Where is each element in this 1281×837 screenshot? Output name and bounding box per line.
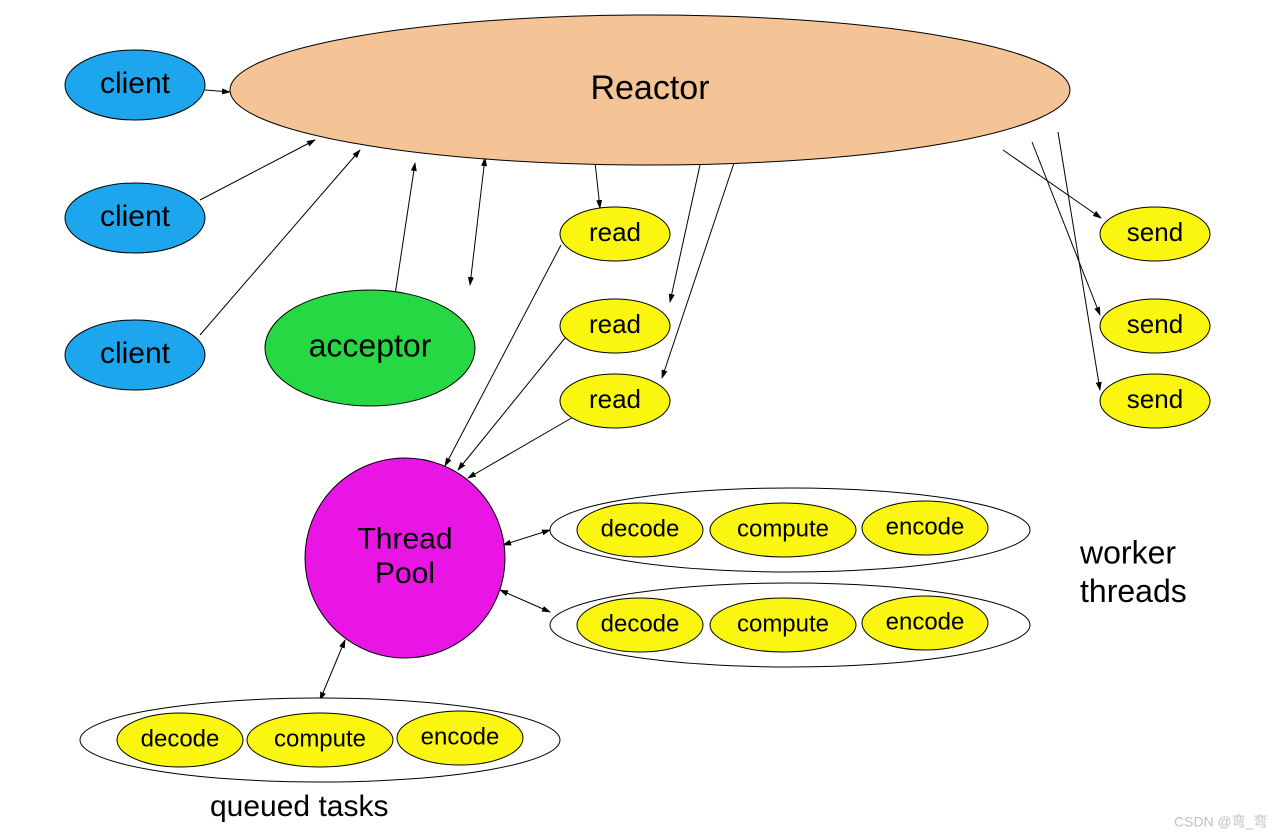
edge-4 [470,158,485,285]
edge-0 [205,90,230,92]
node-encode1: encode [862,501,988,555]
label-threadpool: Pool [375,557,435,590]
label-client2: client [100,200,171,233]
node-compute3: compute [247,713,393,767]
label-decode2: decode [601,610,680,637]
node-threadpool: ThreadPool [305,458,505,658]
node-compute2: compute [710,598,856,652]
label-reactor: Reactor [590,69,709,107]
node-decode3: decode [117,713,243,767]
reactor-diagram: Reactor client client client acceptor read rea… [0,0,1281,837]
label-encode1: encode [886,513,965,540]
node-reactor: Reactor [230,15,1070,165]
freelabel-queuedtasks: queued tasks [210,790,388,823]
node-read1: read [560,207,670,261]
label-compute2: compute [737,610,829,637]
label-encode3: encode [421,723,500,750]
edge-10 [1058,132,1100,390]
edge-7 [662,160,735,378]
edge-12 [458,338,565,470]
node-client2: client [65,183,205,253]
node-client1: client [65,50,205,120]
node-read3: read [560,374,670,428]
node-send2: send [1100,299,1210,353]
label-acceptor: acceptor [309,327,432,363]
label-send2: send [1127,309,1183,339]
nodes-layer: Reactor client client client acceptor read rea… [65,15,1210,782]
edge-14 [503,530,550,545]
label-send1: send [1127,217,1183,247]
edge-9 [1032,142,1100,315]
edge-8 [1003,150,1101,218]
node-client3: client [65,320,205,390]
edge-15 [500,590,550,612]
node-read2: read [560,299,670,353]
node-send3: send [1100,374,1210,428]
label-threadpool: Thread [357,523,452,556]
label-send3: send [1127,384,1183,414]
node-decode2: decode [577,598,703,652]
node-compute1: compute [710,503,856,557]
node-send1: send [1100,207,1210,261]
label-read2: read [589,309,641,339]
edge-5 [595,162,600,208]
freelabel-workerthreads: worker [1079,534,1176,570]
node-acceptor: acceptor [265,290,475,406]
edge-13 [468,416,575,478]
freelabel-workerthreads: threads [1080,573,1187,609]
edge-6 [670,165,700,302]
label-read1: read [589,217,641,247]
edge-3 [395,163,415,295]
label-decode3: decode [141,725,220,752]
label-encode2: encode [886,608,965,635]
freelabel-watermark: CSDN @弯_弯 [1174,814,1268,830]
label-decode1: decode [601,515,680,542]
label-client3: client [100,337,171,370]
label-compute1: compute [737,515,829,542]
edge-16 [320,640,345,700]
node-encode2: encode [862,596,988,650]
edge-1 [200,140,315,200]
label-read3: read [589,384,641,414]
node-decode1: decode [577,503,703,557]
node-encode3: encode [397,711,523,765]
label-client1: client [100,67,171,100]
label-compute3: compute [274,725,366,752]
